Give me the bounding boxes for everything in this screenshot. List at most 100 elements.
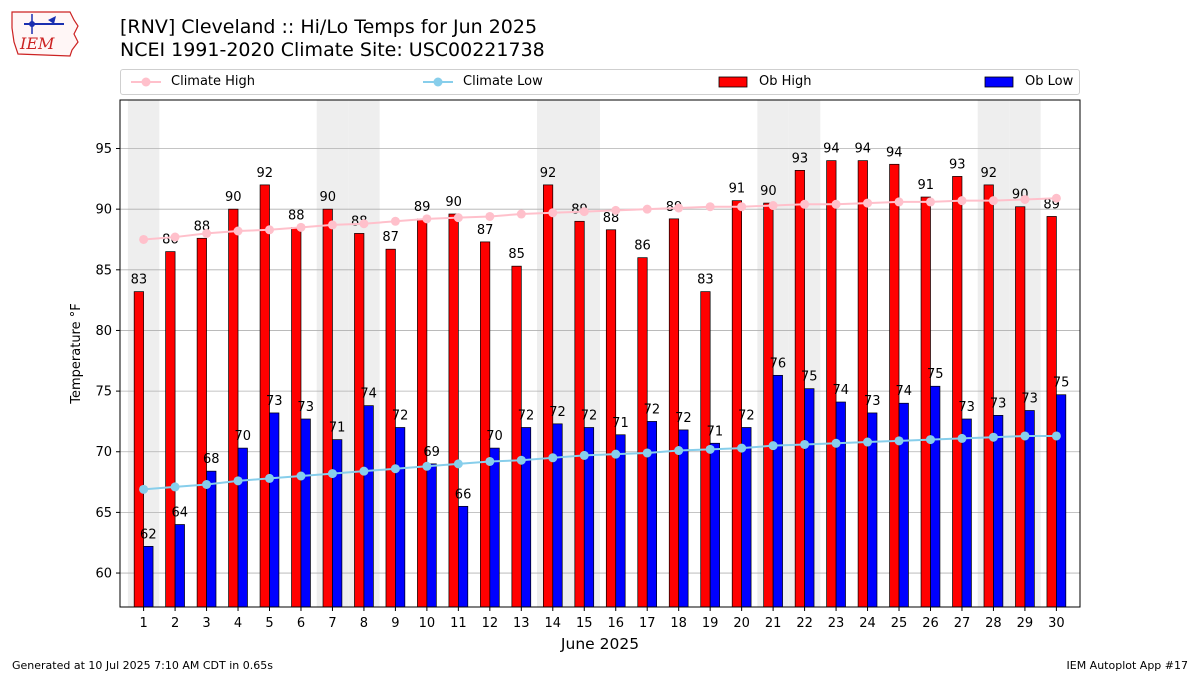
line-marker-icon	[423, 77, 453, 87]
y-tick-label: 90	[95, 203, 112, 218]
data-label-ob-low: 71	[329, 421, 346, 436]
x-tick-label: 7	[328, 616, 336, 631]
bar-ob-low	[174, 524, 185, 608]
data-label-ob-high: 93	[949, 157, 966, 172]
point-climate-low	[1020, 431, 1030, 441]
bar-ob-low	[237, 447, 248, 608]
bar-ob-low	[552, 423, 563, 608]
data-label-ob-high: 94	[855, 142, 872, 157]
point-climate-low	[925, 435, 935, 445]
x-tick-label: 8	[360, 616, 368, 631]
chart-legend: Climate High Climate Low Ob High Ob Low	[120, 69, 1080, 95]
data-label-ob-high: 91	[729, 182, 746, 197]
data-label-ob-low: 62	[140, 527, 157, 542]
point-climate-high	[202, 228, 212, 238]
bar-ob-low	[458, 505, 469, 608]
data-label-ob-low: 75	[1053, 376, 1070, 391]
point-climate-low	[516, 455, 526, 465]
data-label-ob-high: 88	[288, 208, 305, 223]
point-climate-high	[233, 226, 243, 236]
x-tick-label: 20	[733, 616, 750, 631]
data-label-ob-low: 70	[486, 429, 503, 444]
bar-ob-low	[835, 401, 846, 608]
point-climate-high	[957, 196, 967, 206]
data-label-ob-high: 94	[823, 142, 840, 157]
x-tick-label: 19	[702, 616, 719, 631]
legend-label-climate-low: Climate Low	[463, 74, 543, 89]
x-tick-label: 23	[828, 616, 845, 631]
legend-label-climate-high: Climate High	[171, 74, 256, 89]
data-label-ob-high: 90	[760, 184, 777, 199]
point-climate-high	[768, 201, 778, 211]
x-tick-label: 15	[576, 616, 593, 631]
point-climate-high	[1020, 194, 1030, 204]
data-label-ob-high: 83	[131, 273, 148, 288]
data-label-ob-low: 71	[612, 416, 629, 431]
point-climate-high	[611, 205, 621, 215]
data-label-ob-low: 73	[266, 394, 283, 409]
data-label-ob-high: 90	[225, 190, 242, 205]
point-climate-high	[1051, 193, 1061, 203]
legend-label-ob-low: Ob Low	[1025, 74, 1074, 89]
data-label-ob-low: 72	[392, 408, 409, 423]
x-tick-label: 13	[513, 616, 530, 631]
bar-ob-high	[480, 241, 491, 608]
data-label-ob-high: 85	[508, 247, 525, 262]
x-tick-label: 10	[419, 616, 436, 631]
data-label-ob-high: 91	[917, 178, 934, 193]
bar-ob-low	[426, 463, 437, 608]
y-tick-label: 70	[95, 445, 112, 460]
point-climate-low	[265, 473, 275, 483]
point-climate-high	[831, 199, 841, 209]
logo-text: IEM	[19, 34, 55, 53]
data-label-ob-low: 76	[770, 356, 787, 371]
point-climate-high	[359, 219, 369, 229]
data-label-ob-high: 83	[697, 273, 714, 288]
data-label-ob-high: 93	[792, 151, 809, 166]
point-climate-low	[863, 437, 873, 447]
point-climate-high	[548, 208, 558, 218]
data-label-ob-low: 73	[297, 400, 314, 415]
point-climate-low	[233, 476, 243, 486]
bar-ob-high	[920, 196, 931, 608]
x-tick-label: 5	[265, 616, 273, 631]
point-climate-low	[611, 449, 621, 459]
data-label-ob-low: 72	[738, 408, 755, 423]
point-climate-low	[359, 466, 369, 476]
bar-ob-low	[143, 546, 154, 608]
data-label-ob-low: 70	[234, 429, 251, 444]
bar-ob-high	[417, 218, 428, 608]
data-label-ob-low: 64	[172, 506, 189, 521]
point-climate-high	[422, 214, 432, 224]
data-label-ob-high: 87	[382, 230, 399, 245]
data-label-ob-low: 73	[990, 396, 1007, 411]
point-climate-low	[453, 459, 463, 469]
data-label-ob-low: 72	[518, 408, 535, 423]
bar-ob-low	[961, 418, 972, 608]
data-label-ob-low: 73	[958, 400, 975, 415]
x-tick-label: 14	[545, 616, 562, 631]
bar-ob-low	[804, 388, 815, 608]
point-climate-low	[988, 432, 998, 442]
line-climate-low	[143, 434, 1057, 491]
point-climate-high	[894, 197, 904, 207]
data-label-ob-low: 73	[864, 394, 881, 409]
data-label-ob-high: 92	[980, 166, 997, 181]
point-climate-high	[296, 222, 306, 232]
data-label-ob-low: 71	[707, 424, 724, 439]
x-tick-label: 11	[450, 616, 467, 631]
point-climate-high	[327, 220, 337, 230]
y-tick-label: 65	[95, 506, 112, 521]
point-climate-low	[642, 448, 652, 458]
data-label-ob-low: 72	[675, 411, 692, 426]
x-tick-label: 30	[1048, 616, 1065, 631]
point-climate-high	[139, 234, 149, 244]
data-label-ob-low: 66	[455, 487, 472, 502]
x-tick-label: 3	[202, 616, 210, 631]
point-climate-high	[642, 204, 652, 214]
bar-ob-low	[300, 418, 311, 608]
bar-ob-high	[385, 248, 396, 608]
y-tick-label: 95	[95, 142, 112, 157]
bar-ob-high	[1046, 216, 1057, 608]
